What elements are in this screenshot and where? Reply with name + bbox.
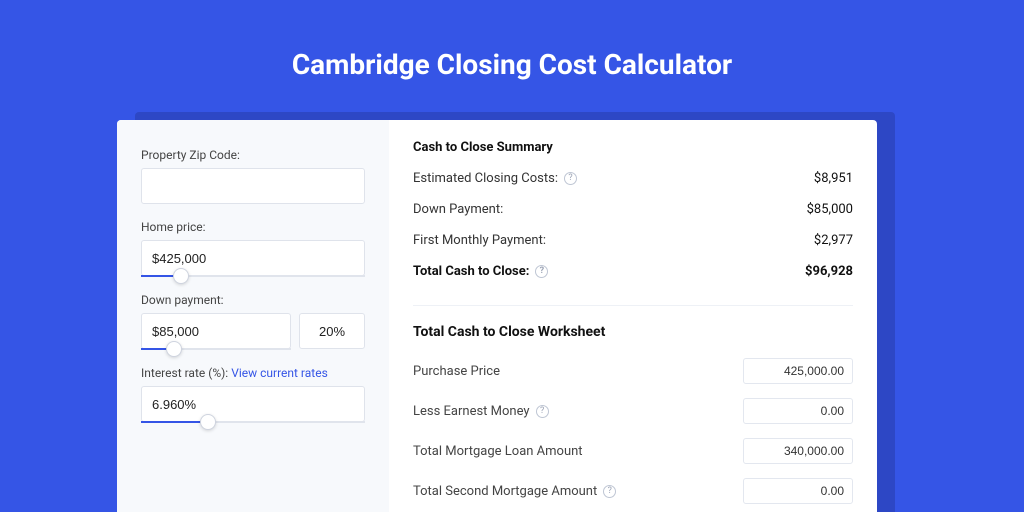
inputs-panel: Property Zip Code: Home price: Down paym…: [117, 120, 389, 512]
summary-row-label: Estimated Closing Costs:: [413, 171, 558, 186]
worksheet-row-input[interactable]: [743, 438, 853, 464]
worksheet-row: Less Earnest Money?: [413, 398, 853, 424]
interest-input[interactable]: [141, 386, 365, 422]
worksheet-row: Total Second Mortgage Amount?: [413, 478, 853, 504]
summary-row-label: First Monthly Payment:: [413, 233, 546, 248]
worksheet-row-label: Total Mortgage Loan Amount: [413, 444, 583, 459]
worksheet-row-input[interactable]: [743, 478, 853, 504]
zip-field: Property Zip Code:: [141, 148, 365, 204]
home-price-slider[interactable]: [141, 275, 365, 277]
home-price-slider-thumb[interactable]: [173, 268, 189, 284]
worksheet-row-label: Purchase Price: [413, 364, 500, 379]
interest-slider-fill: [141, 421, 208, 423]
down-payment-field: Down payment:: [141, 293, 365, 350]
summary-row-value: $96,928: [805, 264, 853, 279]
summary-row: Total Cash to Close:? $96,928: [413, 264, 853, 279]
down-payment-input[interactable]: [141, 313, 291, 349]
summary-row-value: $8,951: [814, 171, 853, 186]
worksheet-row-label: Total Second Mortgage Amount: [413, 484, 597, 499]
page-title: Cambridge Closing Cost Calculator: [0, 0, 1024, 81]
summary-row: First Monthly Payment: $2,977: [413, 233, 853, 248]
worksheet-row: Purchase Price: [413, 358, 853, 384]
interest-slider-thumb[interactable]: [200, 414, 216, 430]
zip-input[interactable]: [141, 168, 365, 204]
help-icon[interactable]: ?: [603, 485, 616, 498]
down-payment-label: Down payment:: [141, 293, 365, 307]
calculator-card: Property Zip Code: Home price: Down paym…: [117, 120, 877, 512]
summary-row-label: Total Cash to Close:: [413, 264, 529, 279]
view-rates-link[interactable]: View current rates: [231, 366, 328, 380]
summary-row: Down Payment: $85,000: [413, 202, 853, 217]
summary-row-value: $85,000: [807, 202, 853, 217]
help-icon[interactable]: ?: [535, 265, 548, 278]
interest-label: Interest rate (%): View current rates: [141, 366, 365, 380]
summary-row-value: $2,977: [814, 233, 853, 248]
summary-row: Estimated Closing Costs:? $8,951: [413, 171, 853, 186]
worksheet-row-input[interactable]: [743, 398, 853, 424]
interest-label-text: Interest rate (%):: [141, 366, 231, 380]
results-panel: Cash to Close Summary Estimated Closing …: [389, 120, 877, 512]
worksheet-row: Total Mortgage Loan Amount: [413, 438, 853, 464]
help-icon[interactable]: ?: [564, 172, 577, 185]
summary-section: Cash to Close Summary Estimated Closing …: [413, 140, 853, 306]
worksheet-row-label: Less Earnest Money: [413, 404, 530, 419]
summary-row-label: Down Payment:: [413, 202, 503, 217]
down-payment-pct-input[interactable]: [299, 313, 365, 349]
down-payment-slider-thumb[interactable]: [166, 341, 182, 357]
worksheet-title: Total Cash to Close Worksheet: [413, 324, 853, 340]
worksheet-section: Total Cash to Close Worksheet Purchase P…: [413, 324, 853, 504]
worksheet-row-input[interactable]: [743, 358, 853, 384]
help-icon[interactable]: ?: [536, 405, 549, 418]
interest-slider[interactable]: [141, 421, 365, 423]
home-price-field: Home price:: [141, 220, 365, 277]
interest-field: Interest rate (%): View current rates: [141, 366, 365, 423]
summary-title: Cash to Close Summary: [413, 140, 853, 155]
down-payment-slider[interactable]: [141, 348, 291, 350]
zip-label: Property Zip Code:: [141, 148, 365, 162]
home-price-label: Home price:: [141, 220, 365, 234]
